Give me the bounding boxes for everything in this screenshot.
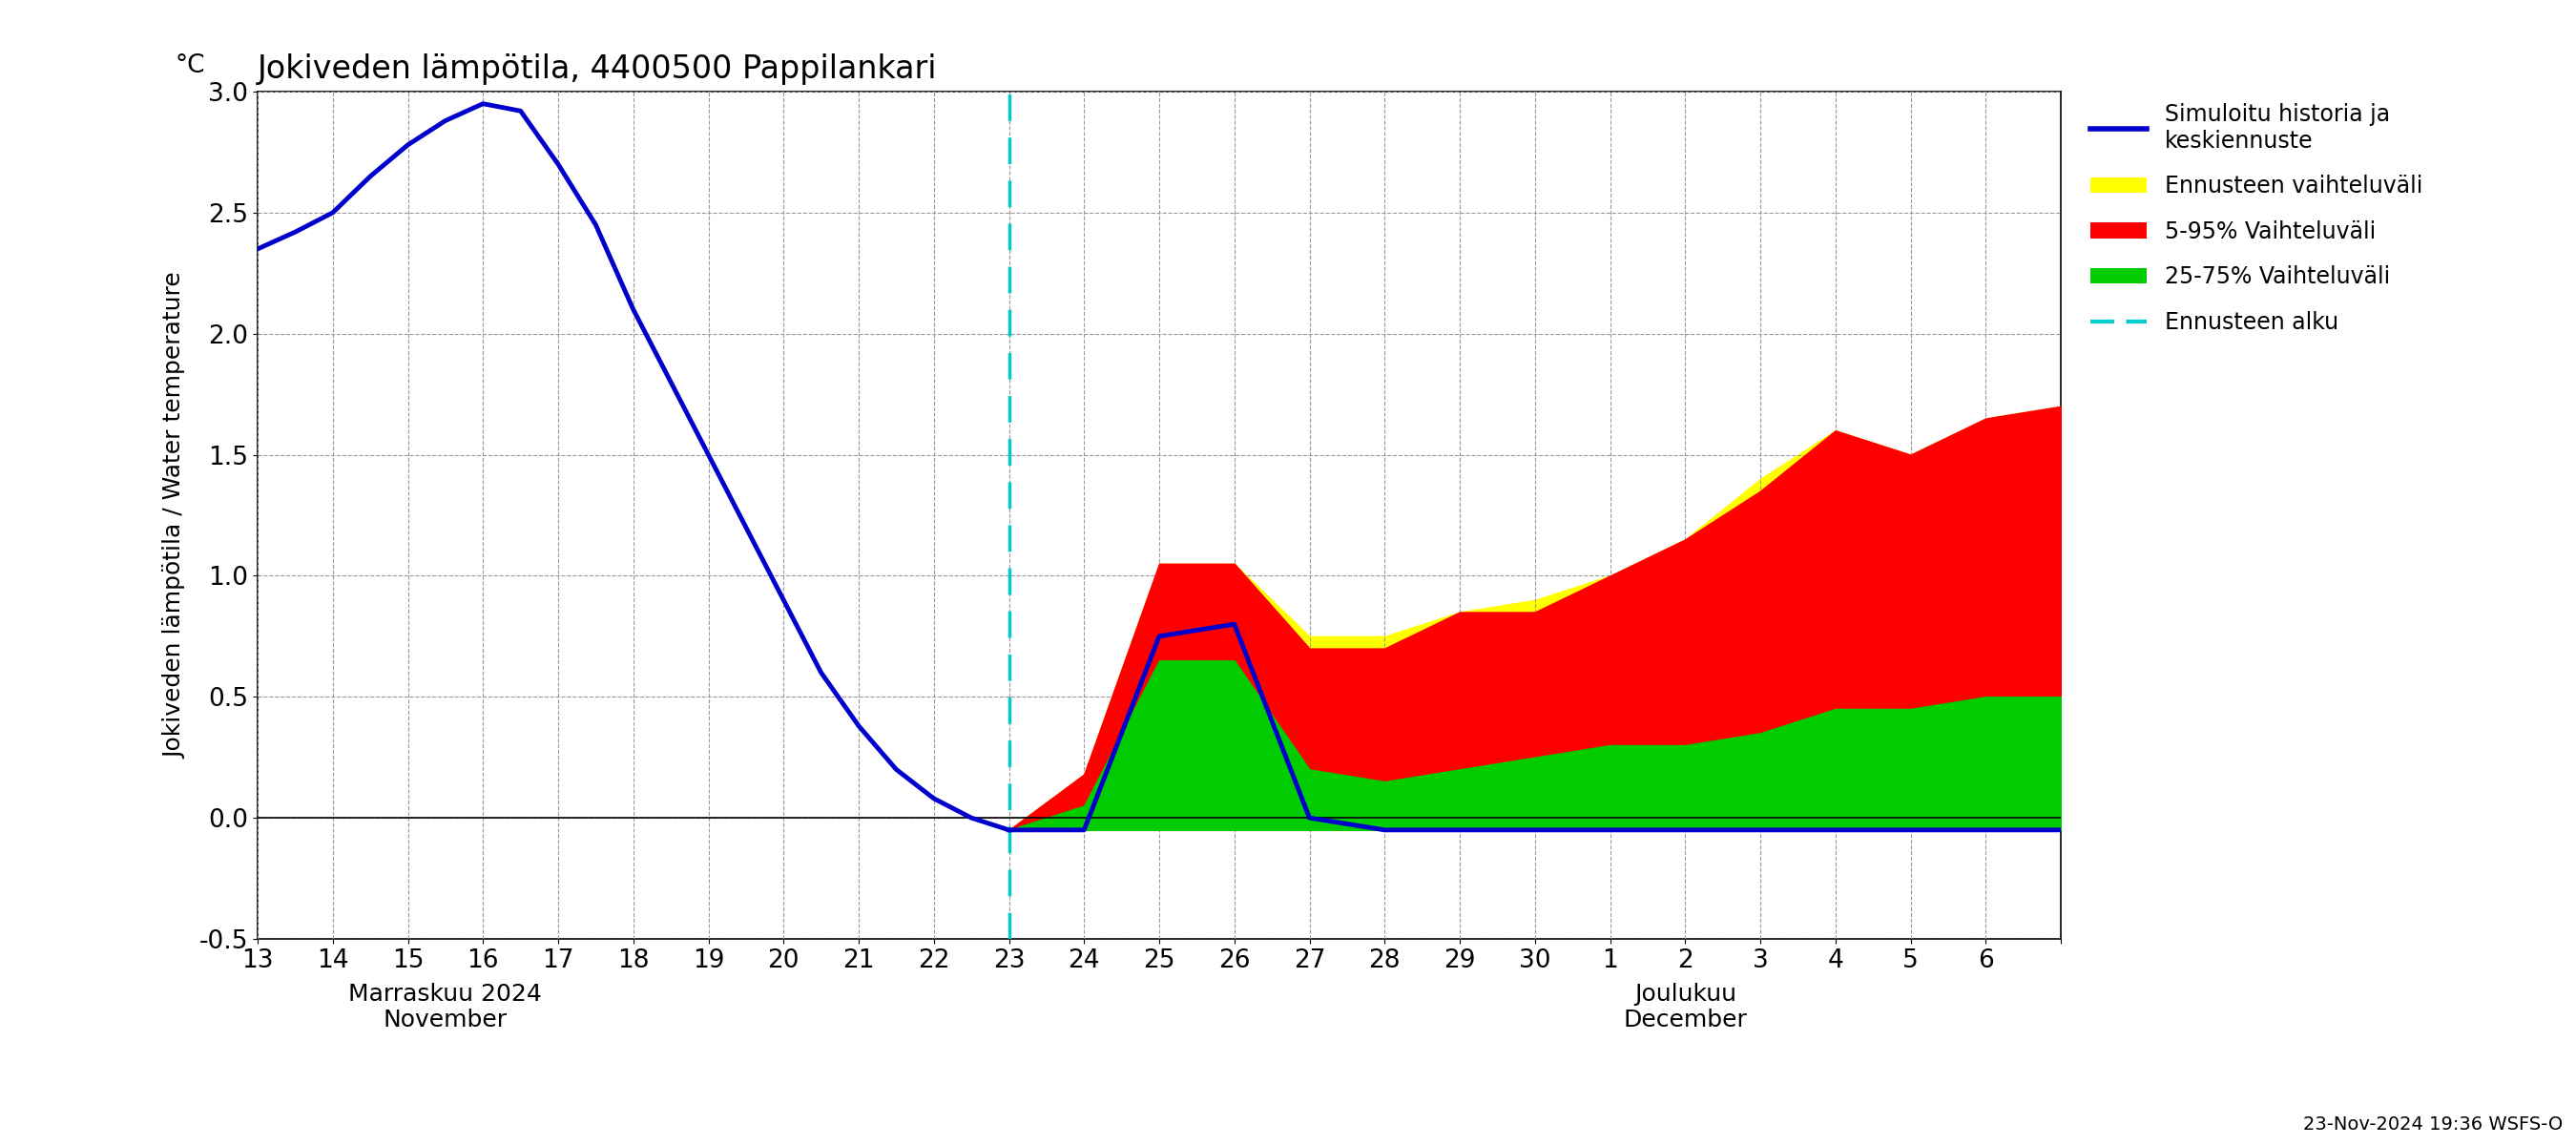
Legend: Simuloitu historia ja
keskiennuste, Ennusteen vaihteluväli, 5-95% Vaihteluväli, : Simuloitu historia ja keskiennuste, Ennu… xyxy=(2089,103,2421,334)
Text: Jokiveden lämpötila, 4400500 Pappilankari: Jokiveden lämpötila, 4400500 Pappilankar… xyxy=(258,54,938,85)
Text: 23-Nov-2024 19:36 WSFS-O: 23-Nov-2024 19:36 WSFS-O xyxy=(2303,1115,2563,1134)
Text: Joulukuu
December: Joulukuu December xyxy=(1623,982,1747,1032)
Text: Marraskuu 2024
November: Marraskuu 2024 November xyxy=(348,982,541,1032)
Y-axis label: Jokiveden lämpötila / Water temperature: Jokiveden lämpötila / Water temperature xyxy=(162,273,185,758)
Text: °C: °C xyxy=(175,54,206,78)
